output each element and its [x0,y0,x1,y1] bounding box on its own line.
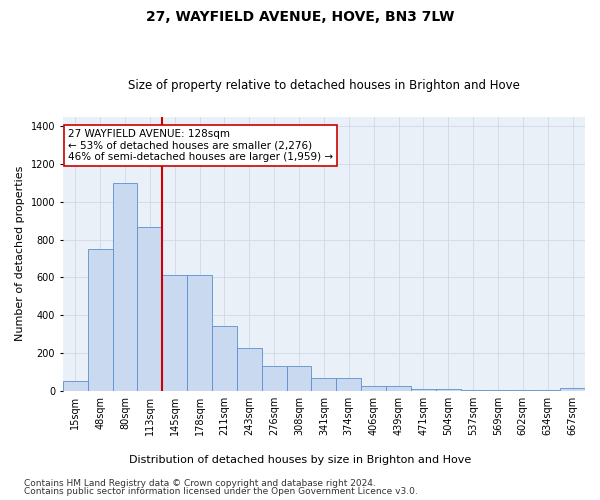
Title: Size of property relative to detached houses in Brighton and Hove: Size of property relative to detached ho… [128,79,520,92]
Bar [63,381,88,391]
Bar [212,326,237,391]
Bar [461,390,485,391]
Text: 27, WAYFIELD AVENUE, HOVE, BN3 7LW: 27, WAYFIELD AVENUE, HOVE, BN3 7LW [146,10,454,24]
Bar [560,388,585,391]
Y-axis label: Number of detached properties: Number of detached properties [15,166,25,342]
Text: Contains public sector information licensed under the Open Government Licence v3: Contains public sector information licen… [24,487,418,496]
Bar [262,366,287,391]
Bar [162,274,187,391]
Bar [485,390,511,391]
Bar [287,366,311,391]
Bar [187,274,212,391]
Bar [411,389,436,391]
Bar [337,378,361,391]
Bar [237,348,262,391]
Bar [311,378,337,391]
Bar [113,184,137,391]
Bar [436,389,461,391]
Bar [137,228,162,391]
Text: Contains HM Land Registry data © Crown copyright and database right 2024.: Contains HM Land Registry data © Crown c… [24,478,376,488]
Text: 27 WAYFIELD AVENUE: 128sqm
← 53% of detached houses are smaller (2,276)
46% of s: 27 WAYFIELD AVENUE: 128sqm ← 53% of deta… [68,129,333,162]
Bar [386,386,411,391]
Bar [361,386,386,391]
Bar [88,250,113,391]
Text: Distribution of detached houses by size in Brighton and Hove: Distribution of detached houses by size … [129,455,471,465]
